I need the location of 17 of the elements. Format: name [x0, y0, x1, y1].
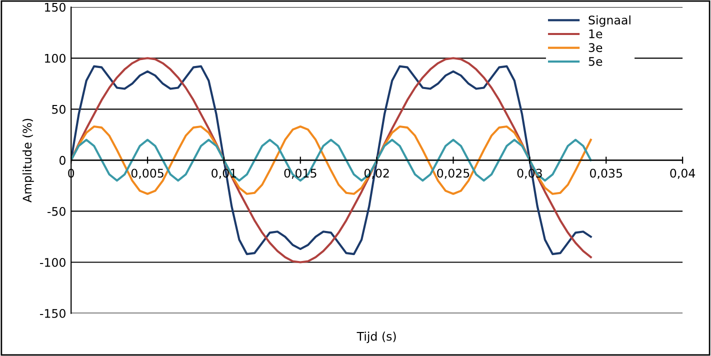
legend-label: Signaal	[588, 15, 630, 27]
y-tick-label: 0	[60, 156, 66, 165]
y-tick-label: 50	[52, 104, 66, 114]
x-tick-label: 0,005	[131, 168, 164, 179]
x-tick-label: 0,04	[670, 168, 696, 179]
y-tick-label: 100	[45, 54, 66, 63]
legend-label: 1e	[589, 30, 602, 38]
y-tick-label: 150	[45, 2, 66, 12]
x-tick-label: 0,025	[437, 168, 470, 179]
x-tick-label: 0,035	[590, 168, 622, 179]
y-tick-label: -100	[40, 258, 66, 267]
legend-label: 3e	[588, 43, 602, 52]
y-tick-label: -150	[40, 309, 66, 318]
legend-label: 5e	[588, 57, 602, 66]
x-axis-title: Tijd (s)	[356, 332, 396, 344]
y-axis-title: Amplitude (%)	[22, 118, 34, 202]
y-tick-label: -50	[48, 206, 66, 216]
